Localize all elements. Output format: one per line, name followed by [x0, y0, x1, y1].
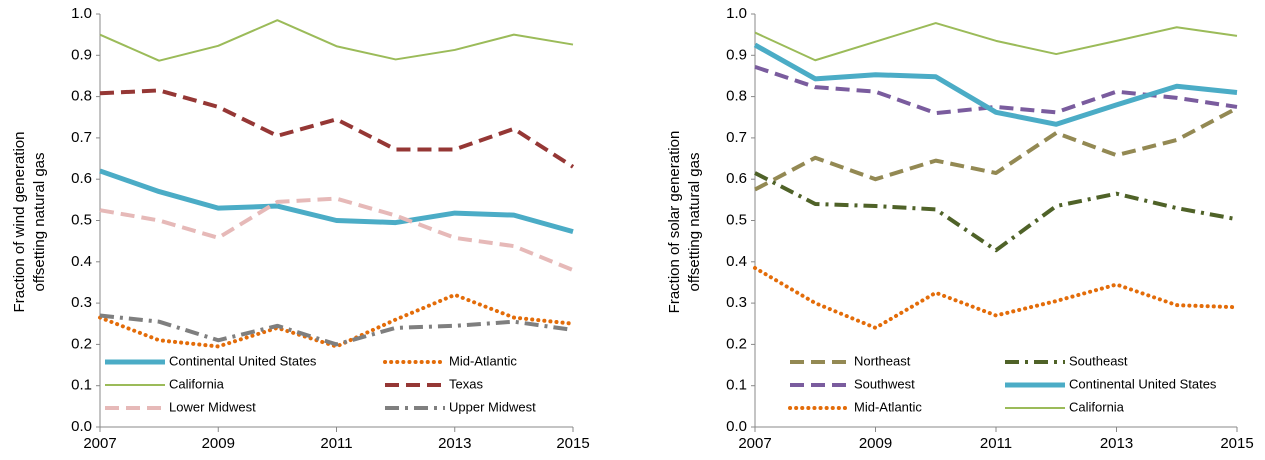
x-tick-label: 2015	[1220, 435, 1253, 452]
legend-label: California	[169, 376, 225, 391]
legend-item: Mid-Atlantic	[788, 399, 922, 414]
legend-item: Northeast	[790, 353, 911, 368]
series-line	[753, 265, 1239, 330]
y-tick-label: 0.4	[726, 253, 747, 270]
legend-item: Upper Midwest	[385, 399, 536, 414]
x-tick-label: 2009	[202, 435, 235, 452]
series-line	[99, 196, 574, 272]
x-tick-label: 2013	[1100, 435, 1133, 452]
legend-item: Mid-Atlantic	[383, 353, 517, 368]
y-tick-label: 0.6	[71, 170, 92, 187]
y-tick-label: 1.0	[71, 5, 92, 22]
x-tick-label: 2009	[859, 435, 892, 452]
legend-item: Southeast	[1005, 353, 1128, 368]
y-tick-label: 0.1	[726, 377, 747, 394]
y-axis-label: Fraction of solar generation	[666, 131, 683, 314]
legend-item: California	[1005, 399, 1125, 414]
series-line	[754, 22, 1238, 62]
series-line	[99, 19, 574, 62]
x-tick-label: 2007	[738, 435, 771, 452]
y-axis-label: offsetting natural gas	[31, 153, 48, 292]
y-tick-label: 0.5	[71, 211, 92, 228]
legend-label: Mid-Atlantic	[449, 353, 517, 368]
legend-item: Lower Midwest	[105, 399, 256, 414]
series-line	[754, 106, 1238, 192]
legend-label: California	[1069, 399, 1125, 414]
x-tick-label: 2011	[980, 435, 1012, 452]
y-tick-label: 0.4	[71, 253, 92, 270]
legend-label: Lower Midwest	[169, 399, 256, 414]
series-line	[754, 171, 1238, 253]
series-line	[99, 168, 574, 235]
y-tick-label: 0.7	[726, 129, 747, 146]
y-tick-label: 0.2	[71, 335, 92, 352]
y-tick-label: 0.1	[71, 377, 92, 394]
y-tick-label: 0.8	[726, 88, 747, 105]
legend-label: Southwest	[854, 376, 915, 391]
legend-label: Southeast	[1069, 353, 1128, 368]
y-axis-label: Fraction of wind generation	[11, 132, 28, 313]
y-tick-label: 0.9	[726, 46, 747, 63]
series-line	[753, 42, 1238, 127]
y-tick-label: 0.9	[71, 46, 92, 63]
legend-item: Southwest	[790, 376, 915, 391]
y-tick-label: 0.0	[71, 418, 92, 435]
series-line	[99, 88, 575, 169]
y-tick-label: 0.3	[71, 294, 92, 311]
series-line	[99, 313, 574, 347]
legend-item: Continental United States	[105, 353, 317, 368]
legend-label: Mid-Atlantic	[854, 399, 922, 414]
x-tick-label: 2011	[320, 435, 352, 452]
y-tick-label: 0.2	[726, 335, 747, 352]
y-tick-label: 0.0	[726, 418, 747, 435]
x-tick-label: 2013	[438, 435, 471, 452]
legend-label: Texas	[449, 376, 483, 391]
y-tick-label: 0.3	[726, 294, 747, 311]
x-tick-label: 2007	[83, 435, 116, 452]
y-tick-label: 0.5	[726, 211, 747, 228]
y-tick-label: 1.0	[726, 5, 747, 22]
legend-item: Continental United States	[1005, 376, 1217, 391]
legend-label: Continental United States	[1069, 376, 1217, 391]
y-tick-label: 0.6	[726, 170, 747, 187]
legend-item: Texas	[385, 376, 483, 391]
y-axis-label: offsetting natural gas	[686, 153, 703, 292]
y-tick-label: 0.7	[71, 129, 92, 146]
legend-label: Upper Midwest	[449, 399, 536, 414]
x-tick-label: 2015	[556, 435, 589, 452]
y-tick-label: 0.8	[71, 88, 92, 105]
legend-label: Northeast	[854, 353, 911, 368]
legend-item: California	[105, 376, 225, 391]
legend-label: Continental United States	[169, 353, 317, 368]
